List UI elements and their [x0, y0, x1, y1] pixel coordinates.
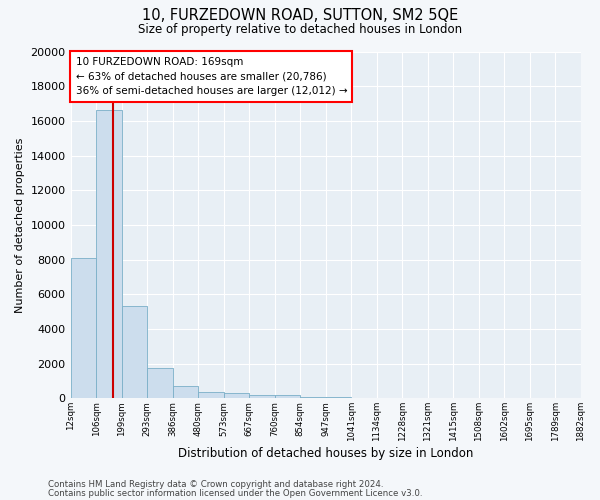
Text: Contains HM Land Registry data © Crown copyright and database right 2024.: Contains HM Land Registry data © Crown c… — [48, 480, 383, 489]
Text: Contains public sector information licensed under the Open Government Licence v3: Contains public sector information licen… — [48, 489, 422, 498]
Bar — [147, 368, 173, 398]
Bar — [275, 395, 300, 398]
Bar — [96, 110, 122, 399]
Text: 10, FURZEDOWN ROAD, SUTTON, SM2 5QE: 10, FURZEDOWN ROAD, SUTTON, SM2 5QE — [142, 8, 458, 23]
Bar — [173, 386, 198, 398]
Bar — [300, 396, 326, 398]
Bar — [122, 306, 147, 398]
X-axis label: Distribution of detached houses by size in London: Distribution of detached houses by size … — [178, 447, 473, 460]
Bar — [249, 395, 275, 398]
Text: Size of property relative to detached houses in London: Size of property relative to detached ho… — [138, 22, 462, 36]
Bar — [224, 394, 249, 398]
Text: 10 FURZEDOWN ROAD: 169sqm
← 63% of detached houses are smaller (20,786)
36% of s: 10 FURZEDOWN ROAD: 169sqm ← 63% of detac… — [76, 56, 347, 96]
Y-axis label: Number of detached properties: Number of detached properties — [15, 137, 25, 312]
Bar — [198, 392, 224, 398]
Bar — [71, 258, 96, 398]
